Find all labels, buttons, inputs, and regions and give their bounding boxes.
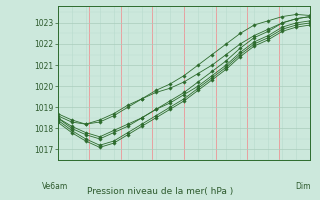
Text: Dim: Dim [295,182,310,191]
Text: Pression niveau de la mer( hPa ): Pression niveau de la mer( hPa ) [87,187,233,196]
Text: Ve6am: Ve6am [42,182,68,191]
